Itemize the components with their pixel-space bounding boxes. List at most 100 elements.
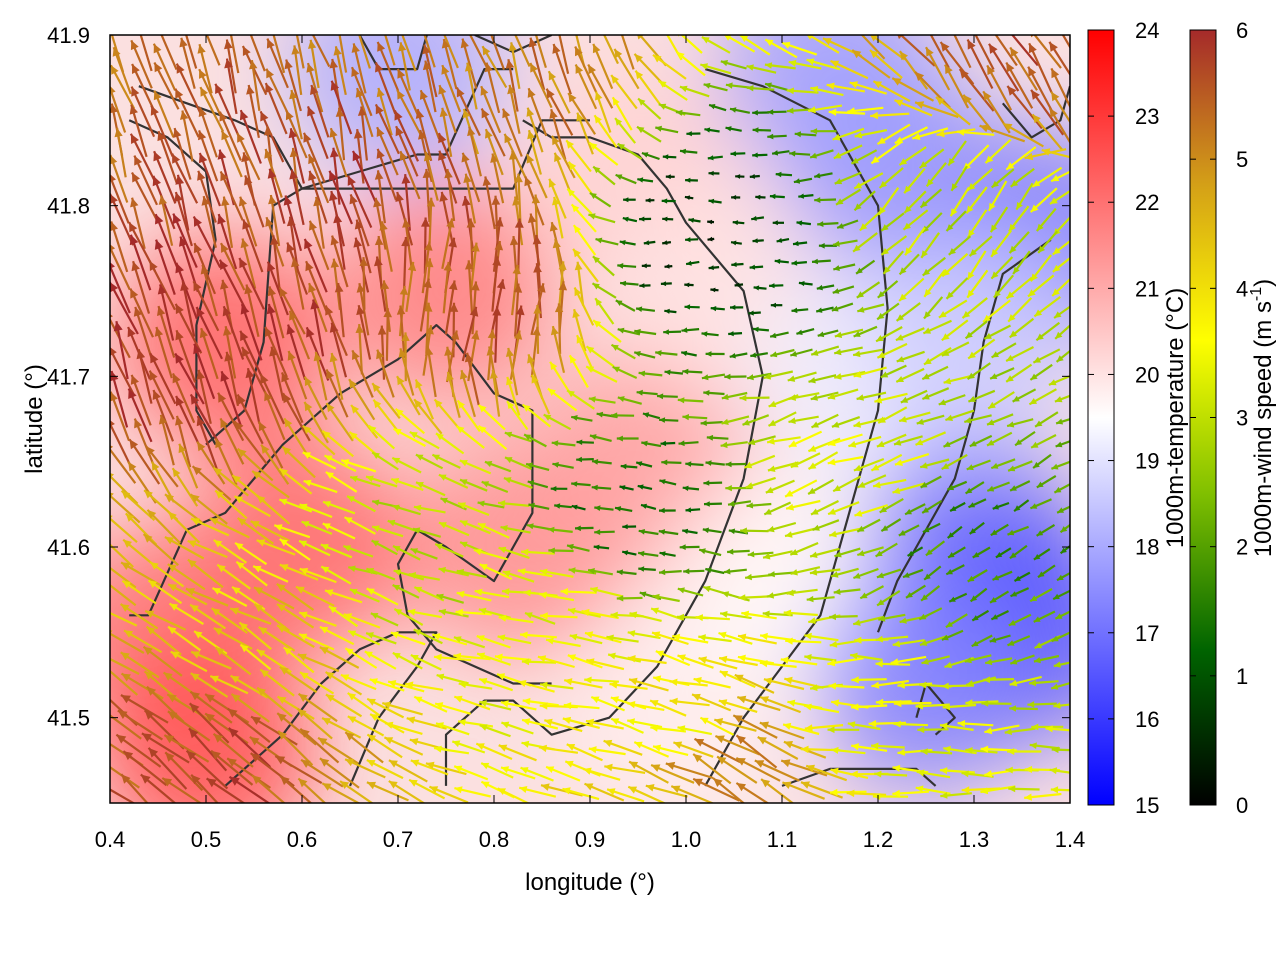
wind-arrow-7 <box>272 35 286 74</box>
wind-arrow-1359 <box>965 699 999 707</box>
wind-arrow-596 <box>634 328 657 336</box>
wind-arrow-1475 <box>604 763 646 774</box>
wind-arrow-787 <box>964 414 992 424</box>
wind-arrow-1371 <box>250 715 298 746</box>
wind-arrow-230 <box>329 127 348 178</box>
wind-arrow-339 <box>798 193 814 199</box>
wind-arrow-396 <box>110 221 129 273</box>
wind-arrow-873 <box>919 458 950 469</box>
wind-arrow-1190 <box>145 625 182 656</box>
wind-arrow-912 <box>807 478 835 495</box>
wind-arrow-351 <box>1049 189 1070 205</box>
wind-arrow-652 <box>896 350 925 363</box>
wind-arrow-250 <box>771 150 790 156</box>
wind-arrow-65 <box>574 46 598 93</box>
wind-arrow-1532 <box>892 789 929 797</box>
wind-arrow-539 <box>356 283 370 336</box>
wind-arrow-468 <box>731 262 744 267</box>
wind-arrow-938 <box>413 504 446 514</box>
wind-arrow-551 <box>615 299 636 312</box>
wind-arrow-1229 <box>1007 635 1031 647</box>
wind-arrow-1093 <box>923 565 942 581</box>
wind-arrow-981 <box>387 519 417 532</box>
wind-arrow-306 <box>1031 166 1063 188</box>
wind-arrow-148 <box>455 87 481 137</box>
wind-arrow-90 <box>153 61 180 110</box>
wind-arrow-1094 <box>945 564 965 576</box>
wind-arrow-1411 <box>163 734 210 763</box>
wind-arrow-126 <box>944 64 970 109</box>
wind-arrow-865 <box>744 454 776 469</box>
wind-arrow-197 <box>576 112 594 155</box>
wind-arrow-965 <box>1013 499 1030 512</box>
wind-arrow-1361 <box>1009 705 1038 712</box>
wind-arrow-990 <box>594 529 615 535</box>
wind-arrow-215 <box>956 128 995 136</box>
wind-arrow-971 <box>167 511 201 544</box>
wind-arrow-406 <box>333 213 346 270</box>
wind-arrow-323 <box>444 168 456 222</box>
wind-arrow-756 <box>282 392 311 442</box>
wind-arrow-769 <box>571 415 593 422</box>
wind-arrow-1455 <box>164 751 204 792</box>
wind-arrow-69 <box>652 54 687 80</box>
wind-arrow-1406 <box>1031 723 1064 731</box>
wind-arrow-1143 <box>1052 589 1070 601</box>
wind-arrow-1133 <box>833 588 861 595</box>
wind-arrow-1409 <box>115 733 162 768</box>
wind-arrow-1097 <box>1013 571 1031 582</box>
wind-arrow-103 <box>441 64 462 113</box>
wind-arrow-438 <box>1037 230 1059 254</box>
wind-arrow-1349 <box>736 695 781 712</box>
wind-arrow-953 <box>746 502 772 509</box>
wind-arrow-614 <box>1035 321 1061 342</box>
wind-arrow-1269 <box>921 655 950 665</box>
wind-arrow-488 <box>200 264 218 317</box>
wind-arrow-1342 <box>590 695 626 712</box>
wind-arrow-738 <box>856 391 887 401</box>
wind-arrow-632 <box>467 330 480 382</box>
wind-arrow-46 <box>152 43 177 91</box>
wind-arrow-1527 <box>782 781 825 800</box>
wind-arrow-1029 <box>473 548 508 561</box>
wind-arrow-1174 <box>762 610 793 618</box>
wind-arrow-957 <box>827 501 860 516</box>
wind-arrow-1034 <box>593 544 610 550</box>
wind-arrow-622 <box>239 330 266 383</box>
wind-arrow-902 <box>591 484 612 491</box>
wind-arrow-811 <box>523 433 547 448</box>
wind-arrow-113 <box>658 79 688 101</box>
wind-arrow-715 <box>348 378 376 421</box>
wind-arrow-210 <box>854 129 888 139</box>
wind-arrow-1291 <box>436 673 469 685</box>
wind-arrow-857 <box>576 456 594 463</box>
wind-arrow-1534 <box>940 792 972 799</box>
wind-arrow-124 <box>891 77 935 102</box>
wind-arrow-1456 <box>185 749 229 790</box>
wind-arrow-1491 <box>961 770 994 778</box>
wind-arrow-1091 <box>876 568 902 579</box>
wind-arrow-1187 <box>1054 610 1070 620</box>
wind-arrow-565 <box>923 296 944 320</box>
wind-arrow-1214 <box>672 633 709 644</box>
wind-arrow-1000 <box>812 519 840 532</box>
wind-arrow-407 <box>354 219 372 274</box>
wind-arrow-137 <box>214 83 240 136</box>
wind-arrow-754 <box>236 394 264 445</box>
contour-line-10 <box>876 238 1052 633</box>
wind-arrow-758 <box>325 402 354 442</box>
wind-arrow-1025 <box>392 545 421 561</box>
wind-arrow-1084 <box>723 568 747 575</box>
wind-arrow-135 <box>174 88 200 138</box>
wind-arrow-542 <box>419 278 432 332</box>
wind-arrow-987 <box>526 523 551 531</box>
wind-arrow-1461 <box>300 758 344 788</box>
wind-arrow-1054 <box>1033 548 1051 561</box>
wind-arrow-1288 <box>369 678 405 692</box>
wind-arrow-1164 <box>540 612 578 620</box>
wind-arrow-1438 <box>757 736 799 760</box>
wind-arrow-74 <box>764 62 796 70</box>
wind-arrow-48 <box>197 43 213 94</box>
wind-arrow-183 <box>259 110 285 163</box>
wind-arrow-505 <box>574 261 585 306</box>
